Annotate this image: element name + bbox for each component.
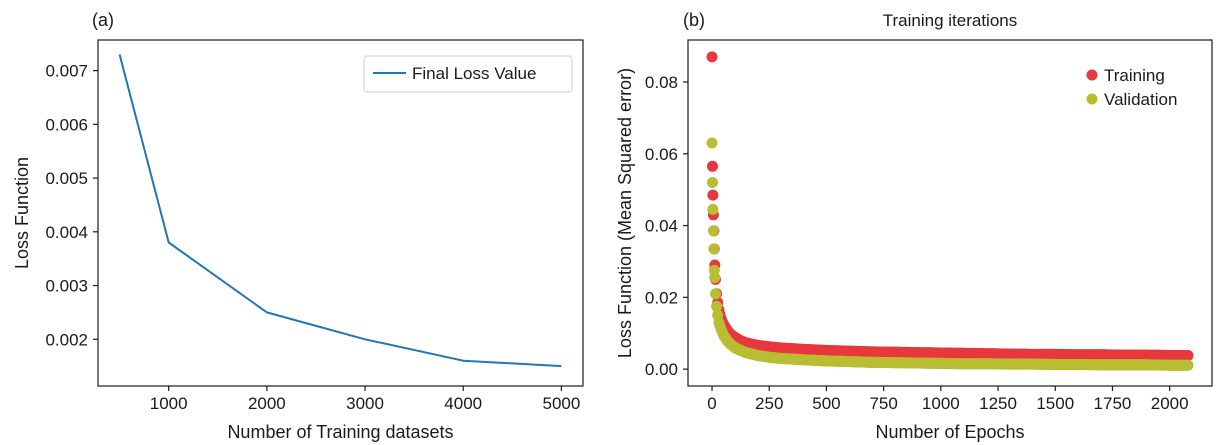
panel-b-training-point (707, 160, 718, 172)
panel-a-x-tick-label: 2000 (248, 394, 286, 413)
panel-b-validation-point (711, 300, 723, 312)
panel-b-training-point (707, 189, 719, 201)
panel-b-x-tick-label: 250 (755, 394, 783, 413)
panel-a-x-tick-label: 5000 (542, 394, 580, 413)
panel-b-legend-validation-marker (1086, 93, 1098, 105)
panel-b-validation-point (707, 225, 719, 237)
panel-b-legend-validation-label: Validation (1104, 90, 1177, 109)
panel-b-x-tick-label: 1000 (922, 394, 960, 413)
panel-a-legend-box (363, 55, 573, 93)
panel-a-plot-frame (97, 39, 584, 387)
panel-a-y-axis-title: Loss Function (12, 157, 32, 269)
panel-b-x-axis-title: Number of Epochs (875, 422, 1024, 442)
panel-a-series-line (118, 54, 562, 368)
panel-b-training-point (706, 51, 718, 63)
panel-b-x-tick-label: 750 (869, 394, 897, 413)
panel-b-legend: Training Validation (1086, 66, 1177, 109)
panel-b-x-tick-label: 1500 (1036, 394, 1074, 413)
panel-a-x-ticks: 1000 2000 3000 4000 5000 (150, 386, 580, 413)
panel-a: (a) 1000 2000 3000 4000 5000 0.002 0.003 0.004… (12, 10, 584, 442)
panel-a-x-axis-title: Number of Training datasets (227, 422, 453, 442)
panel-b-validation-point (708, 243, 720, 255)
panel-b-y-ticks: 0.00 0.02 0.04 0.06 0.08 (645, 73, 688, 379)
panel-b-validation-point (710, 288, 721, 300)
panel-a-legend: Final Loss Value (363, 55, 573, 93)
panel-b: (b) Training iterations 0 250 500 750 1000 12… (615, 10, 1213, 442)
panel-b-y-tick-label: 0.06 (645, 145, 678, 164)
panel-b-legend-training-label: Training (1104, 66, 1165, 85)
panel-b-x-tick-label: 1250 (979, 394, 1017, 413)
panel-a-legend-label: Final Loss Value (412, 64, 536, 83)
panel-a-y-tick-label: 0.005 (45, 169, 88, 188)
panel-b-title: Training iterations (883, 11, 1018, 30)
panel-b-x-tick-label: 500 (812, 394, 840, 413)
panel-b-y-tick-label: 0.04 (645, 217, 678, 236)
panel-b-y-tick-label: 0.08 (645, 73, 678, 92)
panel-a-x-tick-label: 1000 (150, 394, 188, 413)
panel-b-y-axis-title: Loss Function (Mean Squared error) (615, 68, 635, 358)
panel-b-validation-point (706, 137, 718, 149)
panel-b-plot-frame (687, 39, 1213, 387)
panel-a-x-tick-label: 4000 (444, 394, 482, 413)
panel-a-label: (a) (92, 10, 114, 30)
panel-b-x-tick-label: 0 (707, 394, 716, 413)
panel-b-x-ticks: 0 250 500 750 1000 1250 1500 1750 2000 (707, 386, 1189, 413)
panel-a-y-tick-label: 0.002 (45, 330, 88, 349)
panel-a-y-ticks: 0.002 0.003 0.004 0.005 0.006 0.007 (45, 62, 98, 349)
panel-b-validation-point (707, 177, 718, 188)
panel-b-series (706, 51, 1194, 371)
panel-b-label: (b) (683, 10, 705, 30)
panel-a-x-tick-label: 3000 (346, 394, 384, 413)
panel-a-y-tick-label: 0.003 (45, 277, 88, 296)
panel-b-x-tick-label: 2000 (1151, 394, 1189, 413)
panel-a-y-tick-label: 0.007 (45, 62, 88, 81)
panel-b-series-validation (706, 137, 1194, 371)
panel-b-validation-point (709, 272, 721, 284)
panel-b-legend-training-marker (1086, 69, 1098, 81)
panel-a-series (118, 54, 562, 368)
panel-a-y-tick-label: 0.006 (45, 115, 88, 134)
panel-b-y-tick-label: 0.02 (645, 288, 678, 307)
panel-a-y-tick-label: 0.004 (45, 223, 88, 242)
panel-b-training-point (1181, 350, 1193, 361)
panel-b-validation-point (1181, 359, 1193, 371)
panel-b-y-tick-label: 0.00 (645, 360, 678, 379)
panel-b-x-tick-label: 1750 (1094, 394, 1132, 413)
panel-b-validation-point (707, 203, 719, 215)
